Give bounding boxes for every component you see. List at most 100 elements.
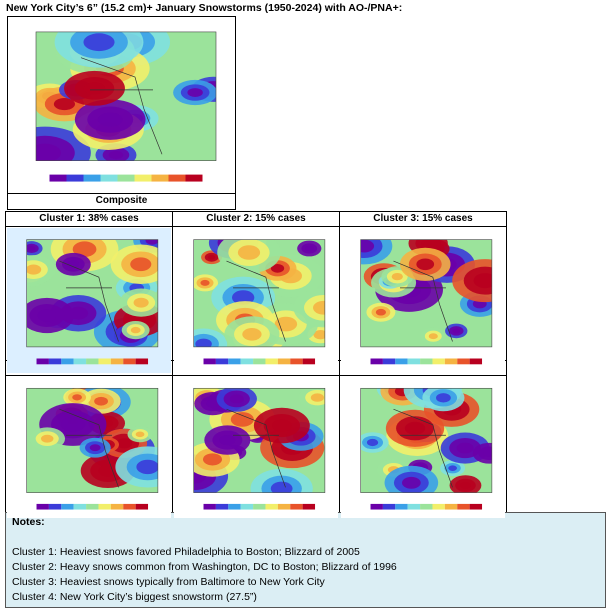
- anomaly-blob: [26, 264, 42, 275]
- anomaly-blob: [313, 330, 325, 340]
- anomaly-blob: [136, 459, 158, 475]
- map-border: [193, 387, 326, 493]
- anomaly-blob: [200, 279, 210, 286]
- coastline: [226, 260, 286, 342]
- map-border: [35, 31, 217, 161]
- anomaly-blob: [313, 300, 325, 315]
- anomaly-blob: [401, 476, 421, 489]
- anomaly-blob: [89, 444, 101, 452]
- colorbar-swatch: [290, 503, 303, 510]
- map-border: [360, 239, 493, 348]
- colorbar-swatch: [48, 503, 62, 510]
- anomaly-blob: [187, 88, 203, 97]
- colorbar-swatch: [253, 358, 266, 365]
- notes-box: Notes: Cluster 1: Heaviest snows favored…: [5, 512, 606, 608]
- anomaly-blob: [229, 394, 244, 404]
- colorbar-swatch: [382, 358, 396, 365]
- anomaly-blob: [473, 273, 492, 289]
- map-border: [26, 239, 159, 348]
- map-field: [360, 388, 492, 493]
- colorbar-swatch: [395, 503, 408, 510]
- anomaly-blob: [404, 421, 426, 435]
- colorbar-swatch: [134, 174, 152, 182]
- anomaly-blob: [83, 33, 115, 52]
- colorbar-swatch: [277, 358, 291, 365]
- colorbar-swatch: [215, 503, 229, 510]
- colorbar-swatch: [98, 358, 111, 365]
- note-line: Cluster 2: Heavy snows common from Washi…: [12, 561, 397, 573]
- colorbar-swatch: [123, 503, 136, 510]
- anomaly-blob: [270, 481, 293, 493]
- anomaly-map: [7, 228, 171, 373]
- coastline: [80, 57, 163, 155]
- colorbar-swatch: [100, 174, 118, 182]
- colorbar-swatch: [110, 358, 124, 365]
- colorbar-swatch: [49, 174, 67, 182]
- colorbar-swatch: [253, 503, 266, 510]
- colorbar-swatch: [370, 503, 383, 510]
- map-field: [26, 388, 158, 493]
- colorbar-swatch: [457, 503, 470, 510]
- anomaly-blob: [53, 98, 76, 111]
- anomaly-blob: [72, 394, 82, 401]
- colorbar-swatch: [382, 503, 396, 510]
- cluster-title: Cluster 2: 15% cases: [172, 211, 340, 227]
- colorbar-swatch: [228, 503, 241, 510]
- colorbar-swatch: [265, 503, 278, 510]
- note-line: Cluster 1: Heaviest snows favored Philad…: [12, 546, 360, 558]
- anomaly-blob: [375, 308, 386, 316]
- anomaly-blob: [428, 333, 438, 340]
- map-field: [36, 31, 216, 161]
- anomaly-map: [7, 377, 171, 518]
- anomaly-blob: [116, 438, 133, 449]
- note-line: Cluster 4: New York City’s biggest snows…: [12, 591, 257, 603]
- coastline: [59, 260, 119, 342]
- anomaly-blob: [436, 393, 451, 403]
- colorbar-swatch: [370, 358, 383, 365]
- colorbar-swatch: [168, 174, 186, 182]
- colorbar-swatch: [240, 503, 254, 510]
- anomaly-blob: [230, 412, 254, 427]
- anomaly-blob: [219, 434, 236, 446]
- anomaly-blob: [135, 431, 145, 438]
- coastline: [226, 408, 286, 488]
- coastline: [59, 408, 119, 488]
- anomaly-map: [341, 228, 505, 373]
- anomaly-blob: [270, 264, 285, 273]
- spacer: [12, 530, 599, 545]
- anomaly-blob: [207, 254, 216, 260]
- map-border: [26, 387, 159, 493]
- anomaly-blob: [83, 82, 106, 95]
- colorbar-swatch: [420, 503, 433, 510]
- map-field: [193, 388, 325, 493]
- anomaly-blob: [206, 399, 219, 408]
- anomaly-blob: [391, 272, 403, 281]
- colorbar-swatch: [265, 358, 278, 365]
- colorbar-swatch: [110, 503, 124, 510]
- notes-title: Notes:: [12, 516, 45, 528]
- colorbar-swatch: [277, 503, 291, 510]
- anomaly-blob: [237, 245, 261, 260]
- colorbar-swatch: [432, 503, 445, 510]
- map-field: [360, 239, 492, 347]
- colorbar-swatch: [215, 358, 229, 365]
- anomaly-map: [9, 18, 234, 192]
- colorbar-swatch: [36, 358, 49, 365]
- anomaly-blob: [72, 241, 97, 257]
- map-field: [26, 239, 158, 347]
- anomaly-blob: [36, 143, 62, 161]
- colorbar-swatch: [123, 358, 136, 365]
- anomaly-blob: [232, 290, 255, 305]
- anomaly-blob: [459, 481, 472, 489]
- colorbar-swatch: [395, 358, 408, 365]
- colorbar-swatch: [469, 503, 483, 510]
- colorbar-swatch: [444, 503, 458, 510]
- anomaly-blob: [27, 245, 36, 251]
- colorbar-swatch: [73, 503, 87, 510]
- anomaly-blob: [310, 393, 325, 402]
- anomaly-blob: [272, 419, 292, 432]
- colorbar-swatch: [469, 358, 483, 365]
- anomaly-blob: [456, 442, 474, 454]
- colorbar-swatch: [135, 503, 149, 510]
- map-border: [193, 239, 326, 348]
